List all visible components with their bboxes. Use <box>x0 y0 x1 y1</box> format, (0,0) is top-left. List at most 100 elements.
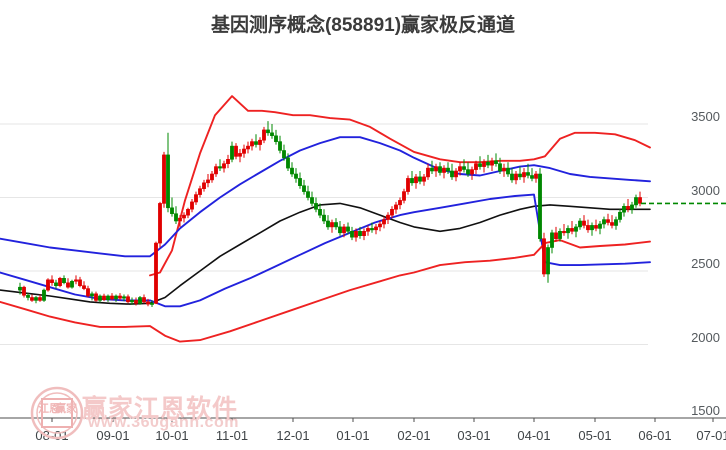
candle-body <box>558 231 562 239</box>
candle-body <box>382 219 386 225</box>
candle-body <box>478 163 482 167</box>
channel-line-2 <box>0 202 651 305</box>
candle-body <box>110 295 114 300</box>
candle-body <box>234 145 238 157</box>
candle-body <box>282 150 286 159</box>
candle-body <box>326 220 330 228</box>
candle-body <box>146 301 150 305</box>
x-axis-tick-label: 04-01 <box>517 428 551 443</box>
chart-plot-area[interactable] <box>0 50 726 422</box>
candlestick-group <box>18 121 642 307</box>
x-axis-tick-label: 01-01 <box>336 428 370 443</box>
candle-body <box>618 211 622 220</box>
candle-body <box>130 300 134 303</box>
candle-body <box>486 161 490 166</box>
candle-body <box>314 203 318 210</box>
candle-body <box>210 173 214 181</box>
candle-body <box>194 194 198 203</box>
y-axis-tick-label: 2000 <box>691 329 720 345</box>
candle-body <box>622 206 626 213</box>
candle-body <box>354 231 358 238</box>
candle-body <box>474 163 478 170</box>
candle-body <box>74 279 78 282</box>
x-axis-tick-label: 08-01 <box>35 428 69 443</box>
candle-body <box>26 295 30 298</box>
candle-body <box>258 139 262 145</box>
candle-body <box>122 296 126 299</box>
candle-body <box>594 225 598 229</box>
candle-body <box>346 226 350 232</box>
candle-body <box>150 303 154 305</box>
candle-body <box>526 172 530 176</box>
candle-body <box>402 191 406 201</box>
candle-body <box>290 167 294 175</box>
candle-body <box>190 201 194 210</box>
candle-body <box>66 282 70 288</box>
candle-body <box>530 175 534 179</box>
candle-body <box>342 226 346 234</box>
candle-body <box>22 286 26 296</box>
candle-body <box>154 242 158 304</box>
candle-body <box>502 167 506 172</box>
candle-body <box>410 178 414 184</box>
candle-body <box>498 163 502 172</box>
x-axis-tick-label: 03-01 <box>457 428 491 443</box>
candle-body <box>534 173 538 179</box>
candle-body <box>306 191 310 198</box>
candle-body <box>102 295 106 301</box>
candle-body <box>442 167 446 173</box>
candle-body <box>350 231 354 238</box>
candle-body <box>494 160 498 165</box>
y-axis-tick-label: 2500 <box>691 256 720 271</box>
candle-body <box>246 145 250 150</box>
candle-body <box>522 172 526 178</box>
candle-body <box>330 222 334 228</box>
candle-body <box>438 166 442 173</box>
candle-body <box>426 167 430 178</box>
y-axis-tick-label: 3000 <box>691 182 720 198</box>
candle-body <box>198 188 202 195</box>
candle-body <box>114 295 118 300</box>
candle-body <box>470 169 474 175</box>
candle-body <box>362 231 366 237</box>
candle-body <box>162 154 166 204</box>
candle-body <box>170 207 174 215</box>
chart-svg <box>0 95 726 422</box>
candle-body <box>158 203 162 244</box>
candle-body <box>274 135 278 143</box>
candle-body <box>510 173 514 181</box>
candle-body <box>482 161 486 167</box>
x-axis-tick-label: 12-01 <box>276 428 310 443</box>
candle-body <box>394 204 398 210</box>
candle-body <box>606 219 610 223</box>
x-axis-tick-label: 07-01 <box>696 428 726 443</box>
candle-body <box>610 222 614 226</box>
x-axis-tick-label: 09-01 <box>96 428 130 443</box>
candle-body <box>118 295 122 299</box>
candle-body <box>70 281 74 288</box>
candle-body <box>242 148 246 154</box>
candle-body <box>106 295 110 301</box>
channel-line-1 <box>0 136 651 258</box>
candle-body <box>46 279 50 291</box>
candle-body <box>514 173 518 181</box>
candle-body <box>374 226 378 231</box>
candle-body <box>218 166 222 169</box>
candle-body <box>222 163 226 169</box>
x-axis-tick-label: 11-01 <box>215 428 249 443</box>
candle-body <box>378 223 382 228</box>
candle-body <box>518 173 522 178</box>
candle-body <box>386 214 390 220</box>
candle-body <box>214 166 218 175</box>
y-axis-tick-label: 3500 <box>691 109 720 124</box>
page-title: 基因测序概念(858891)赢家极反通道 <box>210 15 516 36</box>
candle-body <box>58 278 62 287</box>
watermark-brand: 赢家江恩软件 <box>82 395 239 423</box>
candle-body <box>134 300 138 304</box>
candle-body <box>574 226 578 232</box>
candle-body <box>626 206 630 210</box>
x-axis-tick-label: 02-01 <box>397 428 431 443</box>
candle-body <box>42 289 46 301</box>
candle-body <box>54 282 58 287</box>
candle-body <box>630 204 634 210</box>
